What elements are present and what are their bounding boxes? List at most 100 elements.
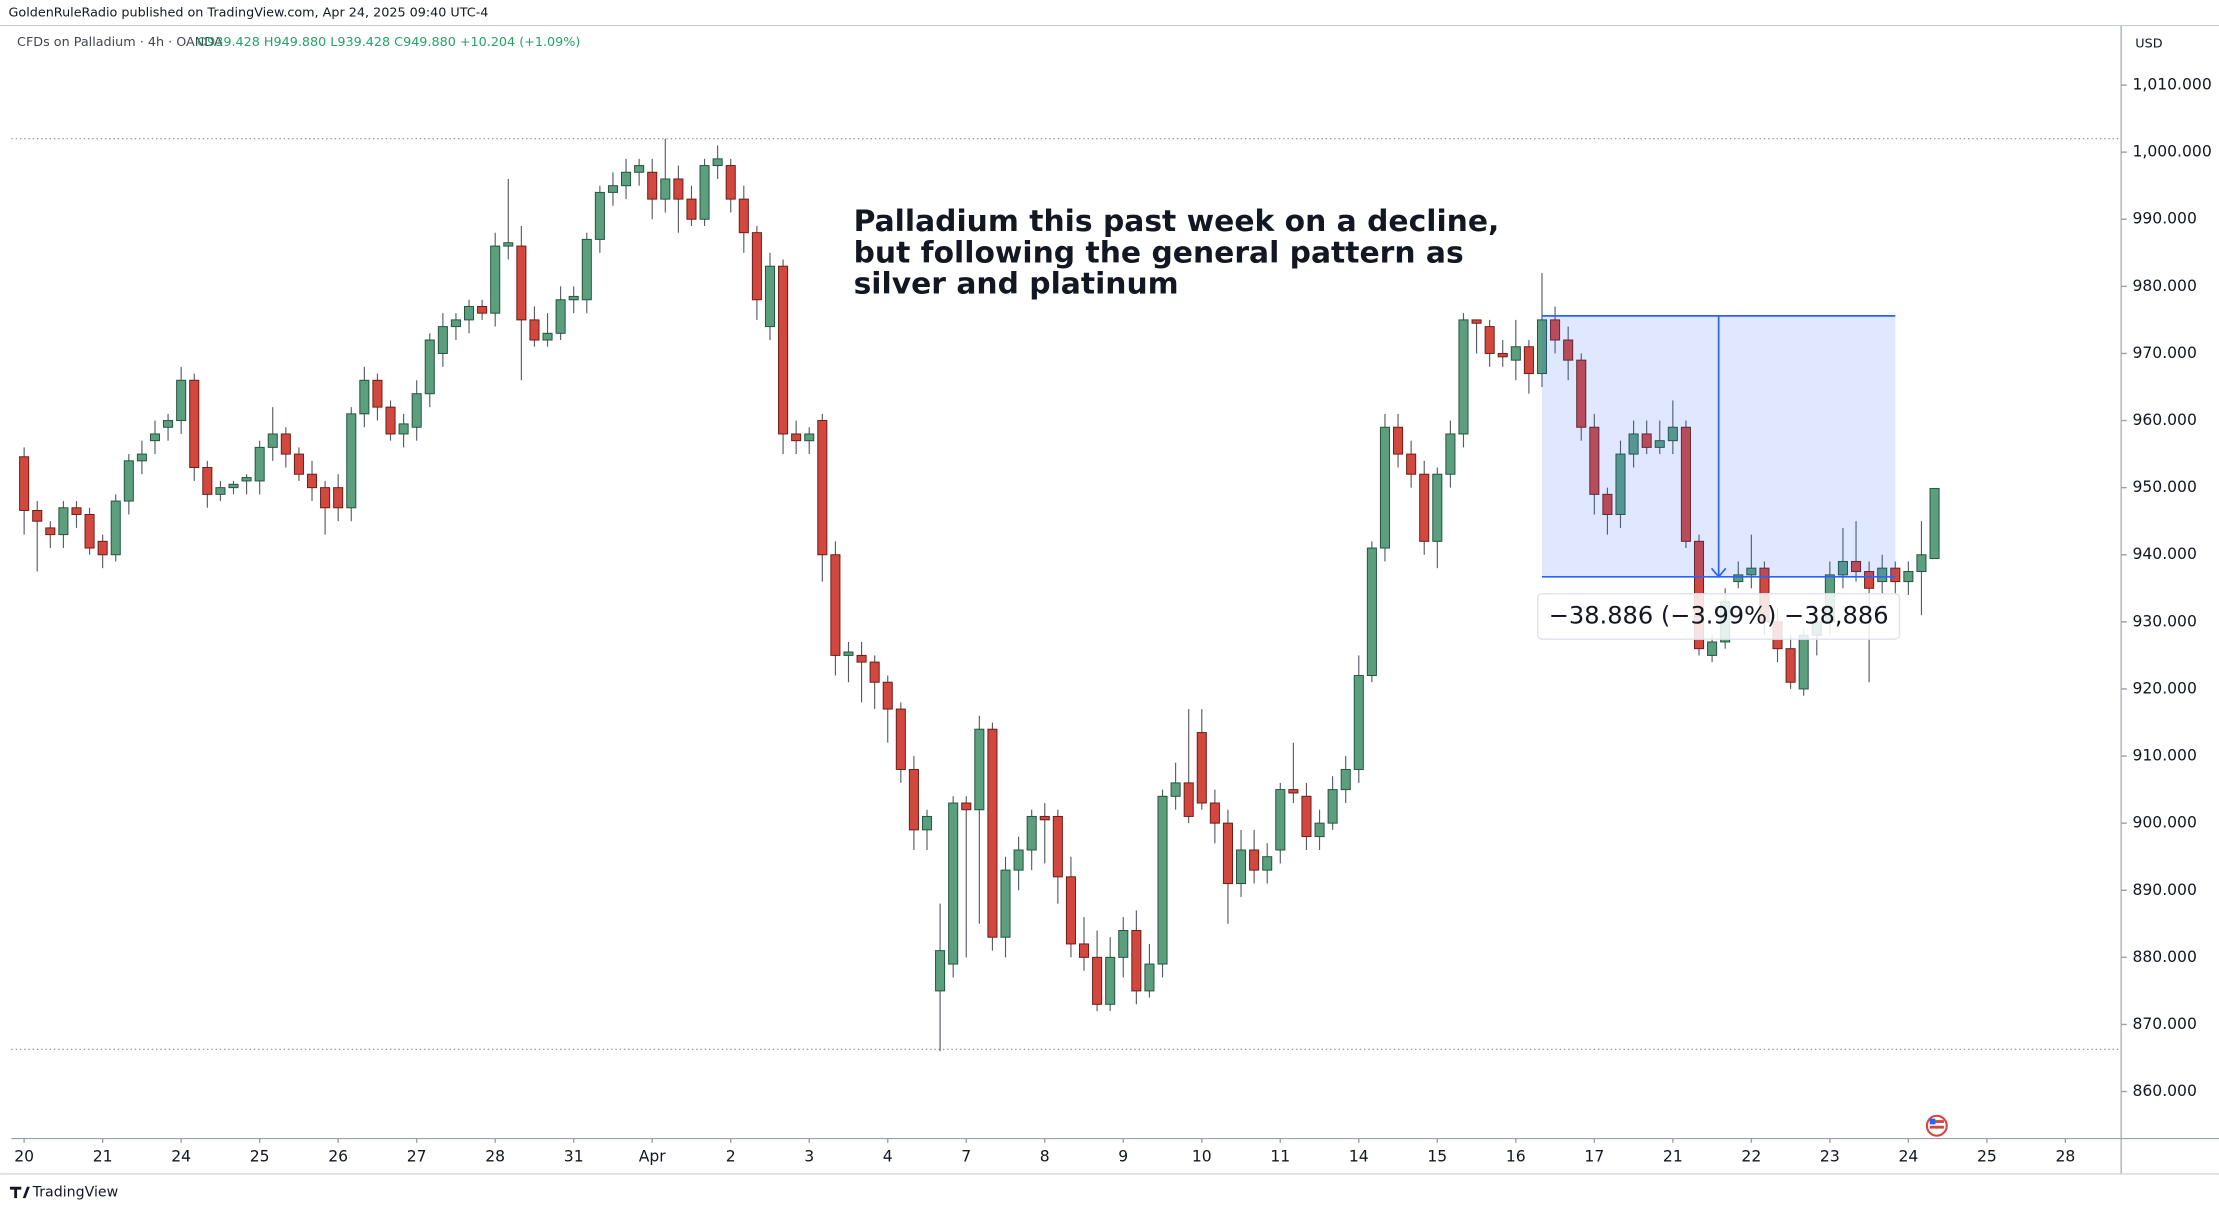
candle-body: [1209, 802, 1220, 824]
candle-body: [948, 802, 959, 965]
candle-body: [84, 513, 95, 549]
candle-body: [1497, 352, 1508, 358]
candle-body: [725, 165, 736, 200]
candle-body: [189, 379, 200, 469]
candle-body: [32, 509, 43, 522]
candle-body: [1013, 849, 1024, 871]
candle-body: [1929, 487, 1940, 560]
y-tick-label: 890.000: [2132, 881, 2196, 899]
candle-body: [149, 433, 161, 442]
measure-label-box: [1537, 593, 1901, 640]
candle-body: [241, 477, 252, 482]
candle-body: [1026, 815, 1037, 851]
x-tick-label: 24: [171, 1147, 191, 1165]
candle-body: [346, 413, 357, 509]
candle-body: [1406, 453, 1417, 475]
x-tick-label: 15: [1427, 1147, 1447, 1165]
candle-body: [97, 540, 108, 556]
candle-body: [1039, 815, 1050, 821]
candle-body: [1000, 869, 1011, 938]
candle-body: [673, 178, 684, 200]
candle-body: [961, 802, 972, 811]
candle-body: [1092, 956, 1103, 1005]
candle-body: [1707, 641, 1718, 656]
candle-body: [581, 238, 592, 301]
x-tick-label: 24: [1898, 1147, 1918, 1165]
candle-body: [621, 171, 632, 187]
x-tick-label: 3: [804, 1147, 814, 1165]
x-tick-label: 9: [1118, 1147, 1128, 1165]
y-tick-label: 920.000: [2132, 679, 2196, 697]
candle-body: [398, 423, 409, 435]
x-tick-label: 26: [328, 1147, 348, 1165]
y-tick-label: 910.000: [2132, 747, 2196, 765]
candle-body: [71, 507, 82, 515]
candle-body: [791, 433, 802, 442]
candle-body: [882, 681, 893, 710]
candle-body: [202, 467, 213, 495]
candle-body: [1798, 634, 1809, 690]
candle-body: [1236, 849, 1247, 885]
candle-body: [333, 487, 344, 509]
x-tick-label: 28: [2055, 1147, 2075, 1165]
candle-body: [974, 728, 985, 811]
candle-body: [1170, 782, 1181, 797]
candle-body: [1916, 554, 1927, 573]
publisher: GoldenRuleRadio published on TradingView…: [9, 5, 489, 20]
candle-body: [1785, 648, 1796, 683]
x-tick-label: 10: [1192, 1147, 1212, 1165]
candle-body: [1523, 346, 1534, 375]
x-tick-label: 28: [485, 1147, 505, 1165]
candle-body: [1864, 571, 1875, 589]
candle-body: [437, 326, 448, 354]
x-tick-label: 8: [1040, 1147, 1050, 1165]
y-tick-label: 860.000: [2132, 1082, 2196, 1100]
brand: TradingView: [32, 1184, 119, 1200]
candle-body: [804, 433, 815, 442]
y-tick-label: 1,000.000: [2132, 143, 2211, 161]
candle-body: [306, 473, 318, 489]
x-tick-label: 4: [883, 1147, 893, 1165]
candle-body: [1419, 473, 1430, 542]
y-tick-label: 900.000: [2132, 814, 2196, 832]
plot: [11, 84, 2127, 1143]
footer-logo: [9, 1186, 30, 1199]
candle-body: [516, 245, 527, 321]
candle-body: [594, 191, 605, 240]
candle-body: [935, 950, 946, 992]
candle-body: [463, 305, 475, 321]
candle-body: [1471, 319, 1482, 324]
candle-body: [424, 339, 435, 395]
candle-body: [490, 245, 501, 314]
candle-body: [1641, 433, 1652, 448]
y-tick-label: 950.000: [2132, 478, 2196, 496]
y-tick-label: 960.000: [2132, 411, 2196, 429]
x-tick-label: 20: [14, 1147, 34, 1165]
candle-body: [895, 708, 906, 770]
candle-body: [751, 232, 762, 301]
candle-body: [1105, 956, 1116, 1005]
candle-body: [1877, 567, 1888, 583]
candle-body: [1144, 963, 1155, 992]
candle-body: [1118, 930, 1129, 958]
x-tick-label: 23: [1820, 1147, 1840, 1165]
candle-body: [1746, 567, 1757, 576]
y-tick-label: 940.000: [2132, 545, 2196, 563]
candle-body: [1458, 319, 1469, 435]
x-tick-label: 21: [93, 1147, 113, 1165]
y-tick-label: 930.000: [2132, 612, 2196, 630]
x-tick-label: 17: [1584, 1147, 1604, 1165]
candle-body: [1628, 433, 1639, 455]
x-tick-label: 7: [961, 1147, 971, 1165]
x-tick-label: 25: [1977, 1147, 1997, 1165]
x-tick-label: 22: [1741, 1147, 1761, 1165]
candle-body: [1890, 567, 1901, 583]
candle-body: [1667, 426, 1678, 442]
x-tick-label: 11: [1270, 1147, 1290, 1165]
y-tick-label: 880.000: [2132, 948, 2196, 966]
candle-body: [1327, 789, 1338, 824]
candle-body: [856, 654, 867, 663]
candle-body: [123, 460, 134, 502]
candle-body: [267, 433, 278, 448]
candle-body: [686, 198, 697, 220]
